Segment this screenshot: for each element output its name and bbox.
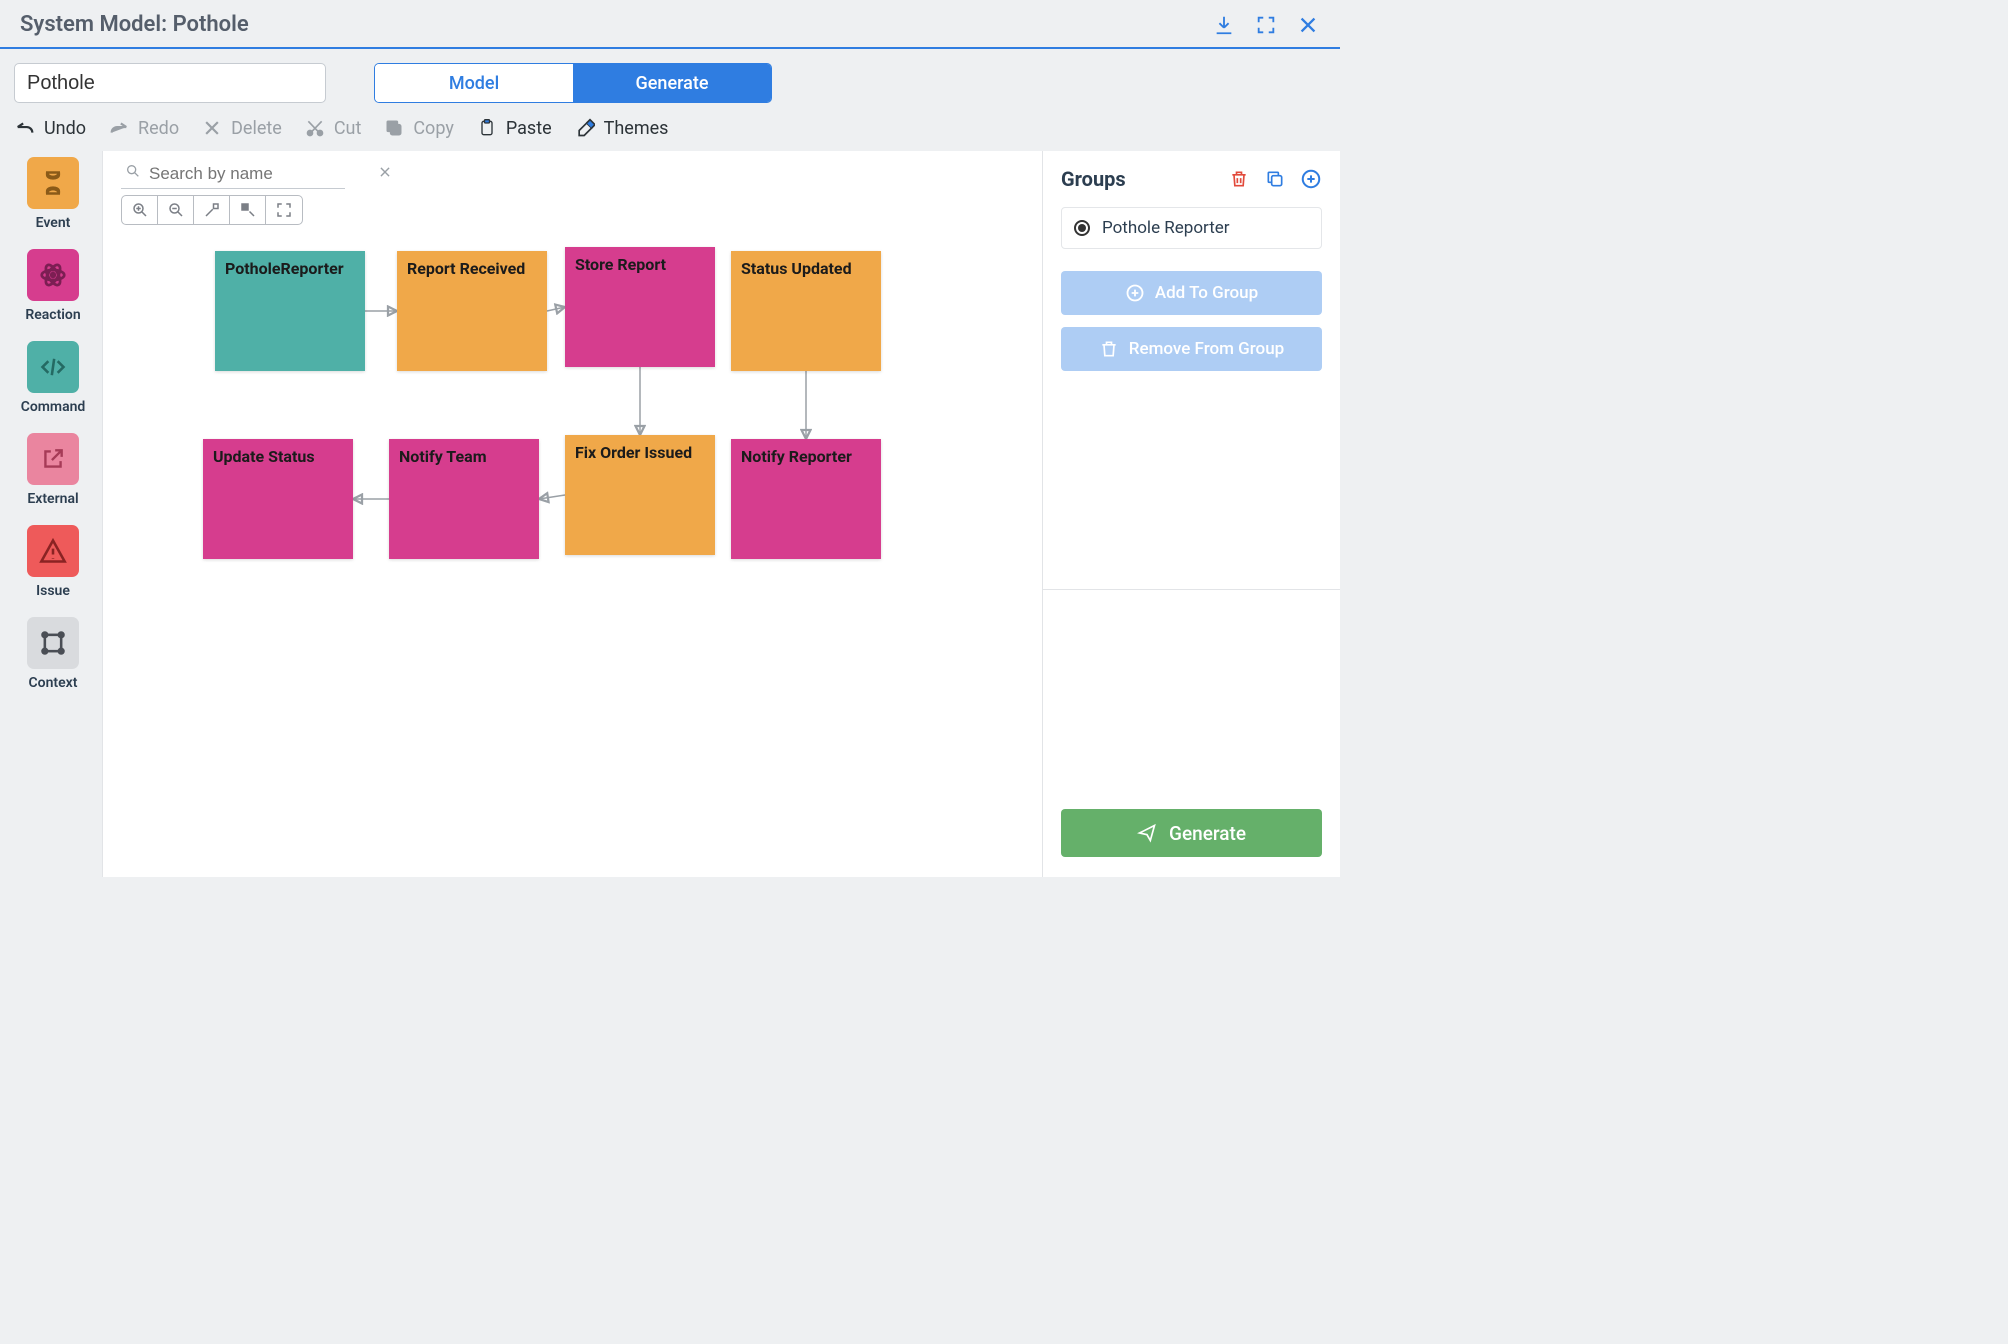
brush-icon [574, 117, 596, 139]
add-to-group-label: Add To Group [1155, 283, 1258, 303]
tab-generate[interactable]: Generate [573, 64, 771, 102]
divider [1043, 589, 1340, 590]
node-updstatus[interactable]: Update Status [203, 439, 353, 559]
group-name: Pothole Reporter [1102, 218, 1230, 238]
node-fixorder[interactable]: Fix Order Issued [565, 435, 715, 555]
undo-label: Undo [44, 118, 86, 139]
palette-label: Reaction [25, 307, 80, 323]
cut-label: Cut [334, 118, 362, 139]
node-statusupd[interactable]: Status Updated [731, 251, 881, 371]
node-notifyteam[interactable]: Notify Team [389, 439, 539, 559]
atom-icon [27, 249, 79, 301]
zoom-out-button[interactable] [158, 196, 194, 224]
groups-title: Groups [1061, 167, 1126, 191]
canvas[interactable]: PotholeReporter Report ReceivedStore Repo… [102, 151, 1042, 877]
paste-icon [476, 117, 498, 139]
title-prefix: System Model: [20, 12, 173, 37]
canvas-search [121, 161, 345, 189]
page-title: System Model: Pothole [20, 12, 249, 37]
zoom-expand-button[interactable] [266, 196, 302, 224]
palette-label: Event [36, 215, 71, 231]
palette-label: Command [21, 399, 86, 415]
node-store[interactable]: Store Report [565, 247, 715, 367]
add-to-group-button[interactable]: Add To Group [1061, 271, 1322, 315]
remove-from-group-label: Remove From Group [1129, 339, 1284, 359]
zoom-in-button[interactable] [122, 196, 158, 224]
generate-button[interactable]: Generate [1061, 809, 1322, 857]
themes-label: Themes [604, 118, 669, 139]
model-name-input[interactable] [14, 63, 326, 103]
delete-label: Delete [231, 118, 282, 139]
group-add-icon[interactable] [1300, 168, 1322, 190]
node-reporter[interactable]: PotholeReporter [215, 251, 365, 371]
cut-button[interactable]: Cut [304, 117, 362, 139]
themes-button[interactable]: Themes [574, 117, 669, 139]
zoom-select-button[interactable] [230, 196, 266, 224]
group-copy-icon[interactable] [1264, 168, 1286, 190]
palette: Event Reaction Command External Issue Context [4, 151, 102, 877]
send-icon [1137, 823, 1157, 843]
main-region: Event Reaction Command External Issue Context… [0, 151, 1340, 877]
frame-icon [27, 617, 79, 669]
palette-label: Issue [36, 583, 70, 599]
group-item[interactable]: Pothole Reporter [1061, 207, 1322, 249]
clear-search-icon[interactable] [378, 164, 392, 184]
paste-button[interactable]: Paste [476, 117, 552, 139]
header-actions [1212, 13, 1320, 37]
palette-label: Context [29, 675, 78, 691]
node-notifyrep[interactable]: Notify Reporter [731, 439, 881, 559]
groups-header: Groups [1061, 167, 1322, 191]
group-delete-icon[interactable] [1228, 168, 1250, 190]
redo-icon [108, 117, 130, 139]
plus-circle-icon [1125, 283, 1145, 303]
remove-from-group-button[interactable]: Remove From Group [1061, 327, 1322, 371]
copy-icon [383, 117, 405, 139]
warn-icon [27, 525, 79, 577]
zoom-toolbar [121, 195, 303, 225]
mode-segmented: Model Generate [374, 63, 772, 103]
node-received[interactable]: Report Received [397, 251, 547, 371]
title-name: Pothole [173, 12, 249, 37]
copy-label: Copy [413, 118, 454, 139]
code-icon [27, 341, 79, 393]
paste-label: Paste [506, 118, 552, 139]
copy-button[interactable]: Copy [383, 117, 454, 139]
right-panel: Groups Pothole Reporter Add To Group Rem… [1042, 151, 1340, 877]
fullscreen-icon[interactable] [1254, 13, 1278, 37]
palette-item-reaction[interactable]: Reaction [4, 249, 102, 323]
extlink-icon [27, 433, 79, 485]
search-icon [125, 163, 141, 184]
undo-button[interactable]: Undo [14, 117, 86, 139]
tab-model[interactable]: Model [375, 64, 573, 102]
cut-icon [304, 117, 326, 139]
header-bar: System Model: Pothole [0, 0, 1340, 49]
redo-label: Redo [138, 118, 179, 139]
zoom-fit-button[interactable] [194, 196, 230, 224]
radio-selected-icon [1074, 220, 1090, 236]
close-icon[interactable] [1296, 13, 1320, 37]
trash-icon [1099, 339, 1119, 359]
toolbar-edit: Undo Redo Delete Cut Copy Paste Themes [0, 109, 1340, 151]
palette-item-event[interactable]: Event [4, 157, 102, 231]
palette-item-command[interactable]: Command [4, 341, 102, 415]
generate-label: Generate [1169, 822, 1246, 845]
search-input[interactable] [149, 164, 370, 184]
palette-label: External [27, 491, 78, 507]
download-icon[interactable] [1212, 13, 1236, 37]
delete-icon [201, 117, 223, 139]
palette-item-issue[interactable]: Issue [4, 525, 102, 599]
palette-item-context[interactable]: Context [4, 617, 102, 691]
redo-button[interactable]: Redo [108, 117, 179, 139]
palette-item-external[interactable]: External [4, 433, 102, 507]
hourglass-icon [27, 157, 79, 209]
toolbar-primary: Model Generate [0, 49, 1340, 109]
delete-button[interactable]: Delete [201, 117, 282, 139]
undo-icon [14, 117, 36, 139]
